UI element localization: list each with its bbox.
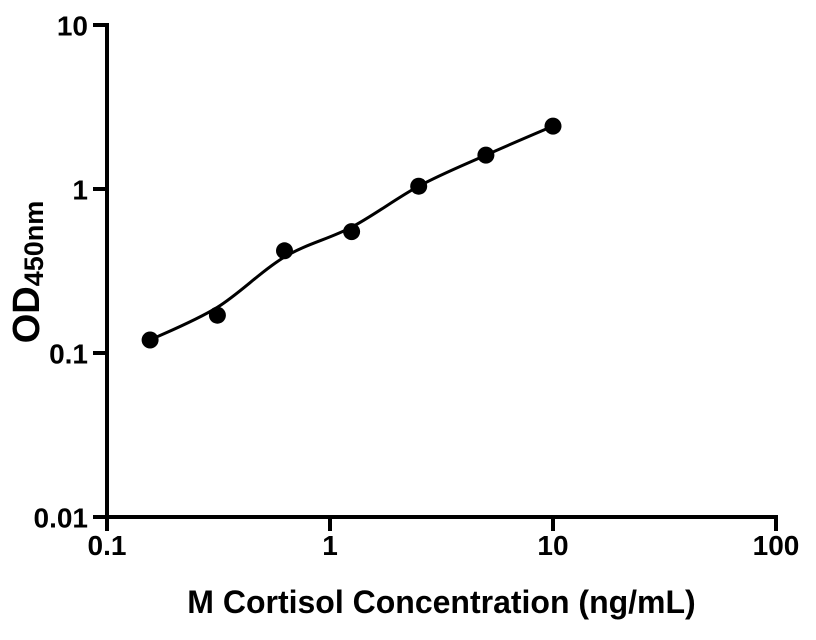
data-point [343,223,361,241]
data-point [208,306,226,324]
y-axis-title: OD450nm [6,200,50,344]
x-tick-label: 0.1 [88,530,127,561]
y-tick-label: 1 [72,175,88,206]
data-point [276,242,293,260]
data-point [544,117,562,135]
x-tick-label: 100 [753,530,800,561]
y-axis-title-main: OD [6,286,48,344]
data-point [477,146,495,164]
y-tick-label: 0.01 [34,503,89,534]
y-tick-label: 0.1 [49,339,88,370]
x-axis-title: M Cortisol Concentration (ng/mL) [187,584,696,620]
data-point [410,177,428,195]
y-tick-label: 10 [57,11,88,42]
data-point [141,331,159,349]
y-axis-title-subscript: 450nm [19,200,50,287]
x-tick-label: 1 [322,530,338,561]
x-tick-label: 10 [537,530,568,561]
